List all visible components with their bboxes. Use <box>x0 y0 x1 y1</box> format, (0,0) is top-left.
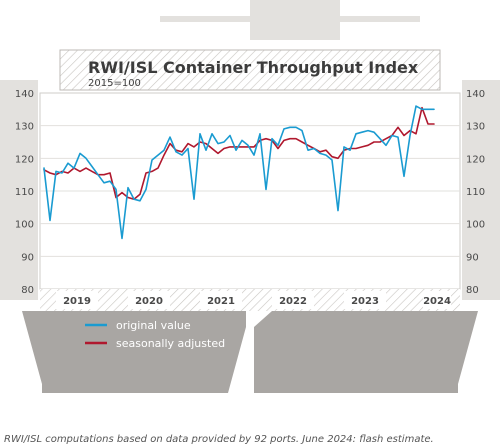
year-label-background <box>423 291 451 309</box>
chart-title: RWI/ISL Container Throughput Index <box>88 58 419 77</box>
year-label-background <box>272 291 314 309</box>
hull-right-shape <box>254 311 478 393</box>
y-tick-label-left: 140 <box>15 89 34 100</box>
y-tick-label-left: 120 <box>15 154 34 165</box>
year-label-background <box>128 291 170 309</box>
legend: original value seasonally adjusted <box>85 319 225 350</box>
hull-left-strip <box>0 80 38 300</box>
series-line-seasonally-adjusted <box>43 106 435 200</box>
y-tick-label-left: 80 <box>21 285 34 296</box>
y-tick-label-left: 130 <box>15 122 34 133</box>
year-label-background <box>200 291 242 309</box>
hull-right-strip <box>462 80 500 300</box>
y-tick-label-right: 120 <box>466 154 485 165</box>
year-axis-band <box>40 289 460 311</box>
year-label-background <box>344 291 386 309</box>
series-line-original <box>43 105 435 240</box>
year-label: 2021 <box>207 296 235 307</box>
year-label: 2024 <box>423 296 451 307</box>
source-note: RWI/ISL computations based on data provi… <box>4 434 434 445</box>
y-tick-label-left: 110 <box>15 187 34 198</box>
y-tick-label-right: 100 <box>466 220 485 231</box>
legend-label-original: original value <box>116 319 191 332</box>
y-tick-label-right: 110 <box>466 187 485 198</box>
y-tick-label-right: 80 <box>466 285 479 296</box>
chart-subtitle: 2015=100 <box>88 78 141 89</box>
y-tick-label-left: 90 <box>21 252 34 263</box>
y-tick-label-right: 130 <box>466 122 485 133</box>
year-label: 2023 <box>351 296 379 307</box>
x-axis-years: 2019 2020 2021 2022 2023 2024 <box>56 291 451 309</box>
hull-left-shape <box>22 311 246 393</box>
y-tick-label-right: 90 <box>466 252 479 263</box>
year-label: 2022 <box>279 296 307 307</box>
series-layer <box>43 105 435 240</box>
year-label: 2019 <box>63 296 91 307</box>
ship-bridge-shape <box>160 0 420 40</box>
y-tick-label-left: 100 <box>15 220 34 231</box>
year-label: 2020 <box>135 296 163 307</box>
legend-label-adjusted: seasonally adjusted <box>116 337 225 350</box>
y-tick-label-right: 140 <box>466 89 485 100</box>
y-axis-right: 80 90 100 110 120 130 140 <box>466 89 485 296</box>
grid-lines <box>40 125 460 257</box>
title-plaque <box>59 49 441 91</box>
year-label-background <box>56 291 98 309</box>
y-axis-left: 80 90 100 110 120 130 140 <box>15 89 34 296</box>
